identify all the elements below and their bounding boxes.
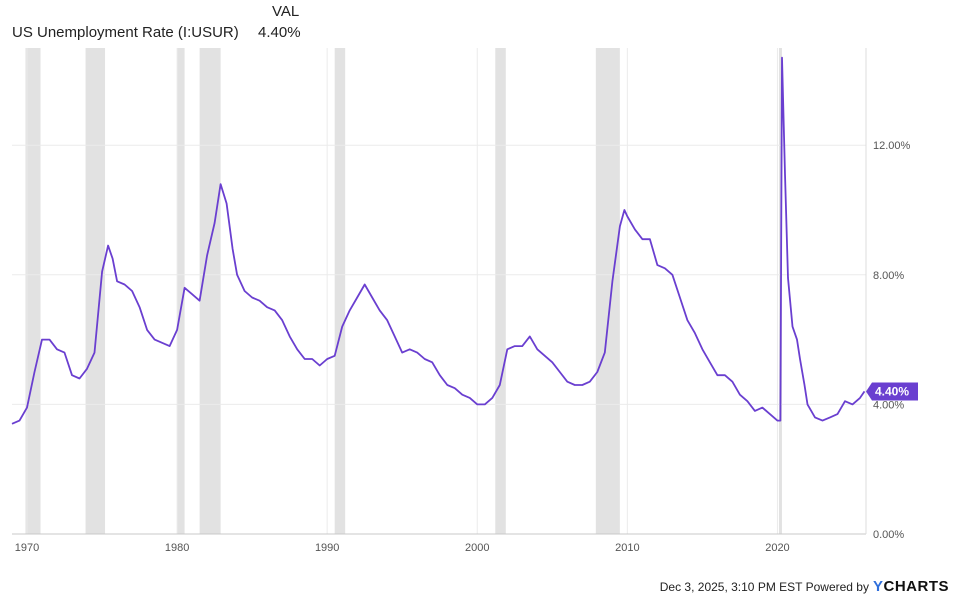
legend-header: VAL US Unemployment Rate (I:USUR) 4.40% (0, 0, 400, 50)
value-column-header: VAL (272, 3, 300, 20)
y-tick-label-3: 12.00% (873, 140, 911, 152)
gridlines (12, 48, 866, 535)
y-tick-labels: 0.00% 4.00% 8.00% 12.00% (873, 140, 911, 541)
x-tick-label-2: 1990 (315, 542, 339, 554)
footer: Dec 3, 2025, 3:10 PM EST Powered by YCHA… (660, 578, 949, 595)
y-tick-label-1: 4.00% (873, 399, 904, 411)
x-tick-labels: 1970 1980 1990 2000 2010 2020 (15, 542, 790, 554)
recession-bands (25, 48, 782, 534)
x-tick-label-1: 1980 (165, 542, 189, 554)
x-tick-label-5: 2020 (765, 542, 789, 554)
recession-band-2 (177, 48, 185, 534)
recession-band-4 (334, 48, 346, 534)
x-tick-label-3: 2000 (465, 542, 489, 554)
axes (12, 48, 867, 535)
recession-band-1 (85, 48, 106, 534)
footer-timestamp: Dec 3, 2025, 3:10 PM EST Powered by (659, 579, 869, 594)
x-tick-label-4: 2010 (615, 542, 639, 554)
ycharts-logo[interactable]: YCHARTS (873, 578, 949, 595)
series-current-value: 4.40% (258, 24, 301, 41)
last-value-badge-bg (866, 382, 918, 401)
last-value-badge: 4.40% (866, 382, 918, 401)
recession-band-6 (595, 48, 620, 534)
series-line-0[interactable] (11, 56, 866, 425)
brand-rest: CHARTS (883, 578, 949, 595)
series-name[interactable]: US Unemployment Rate (I:USUR) (12, 24, 239, 41)
x-tick-label-0: 1970 (15, 542, 39, 554)
brand-y: Y (872, 578, 884, 595)
recession-band-3 (199, 48, 221, 534)
last-value-badge-text: 4.40% (875, 384, 909, 398)
recession-band-5 (495, 48, 506, 534)
y-tick-label-2: 8.00% (873, 270, 904, 282)
y-tick-label-0: 0.00% (873, 529, 904, 541)
series-layer (11, 56, 866, 425)
recession-band-0 (25, 48, 41, 534)
